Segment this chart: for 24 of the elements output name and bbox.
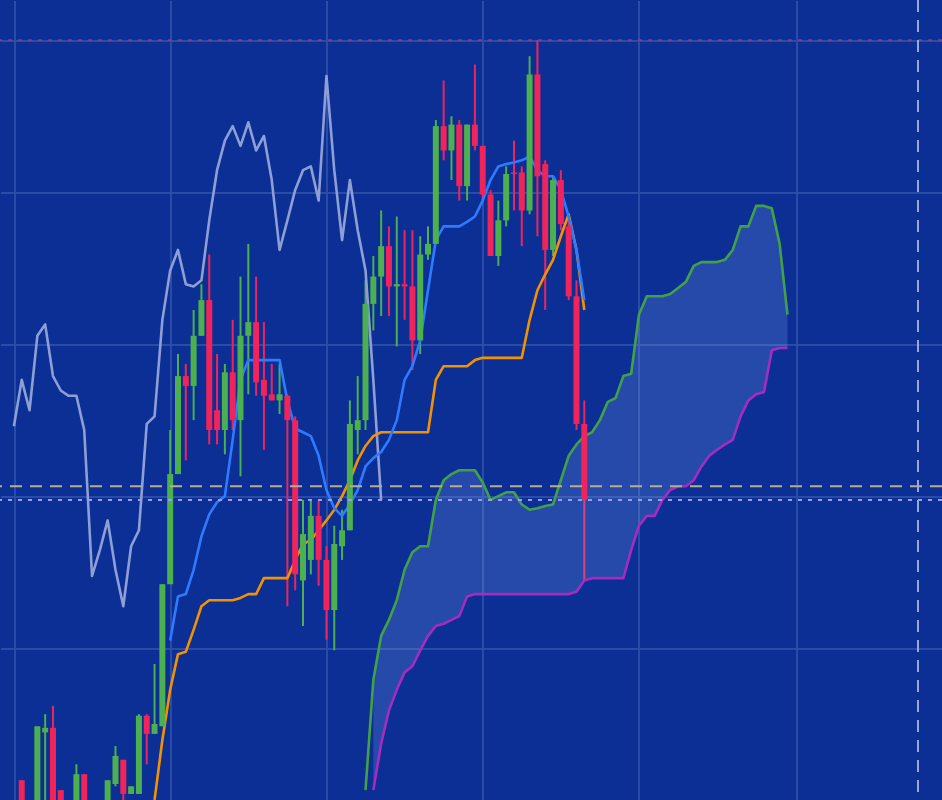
candlestick (378, 209, 385, 318)
candlestick (495, 199, 502, 267)
candlestick (229, 318, 236, 432)
candlestick (143, 713, 150, 766)
candlestick (268, 362, 275, 402)
candlestick (182, 362, 189, 462)
candlestick (425, 225, 432, 261)
candlestick (518, 165, 525, 248)
candlestick (448, 115, 455, 182)
candlestick (557, 169, 564, 232)
candlestick (120, 758, 127, 800)
candlestick (440, 79, 447, 162)
candlestick (471, 63, 478, 152)
candlestick (18, 779, 25, 800)
candlestick (503, 165, 510, 228)
candlestick (276, 362, 283, 416)
candlestick (73, 763, 80, 800)
candlestick (385, 225, 392, 318)
candlestick (260, 321, 267, 451)
candlestick (300, 498, 307, 628)
candlestick (510, 139, 517, 212)
candlestick (81, 773, 88, 800)
candlestick (307, 498, 314, 576)
candlestick (284, 393, 291, 608)
